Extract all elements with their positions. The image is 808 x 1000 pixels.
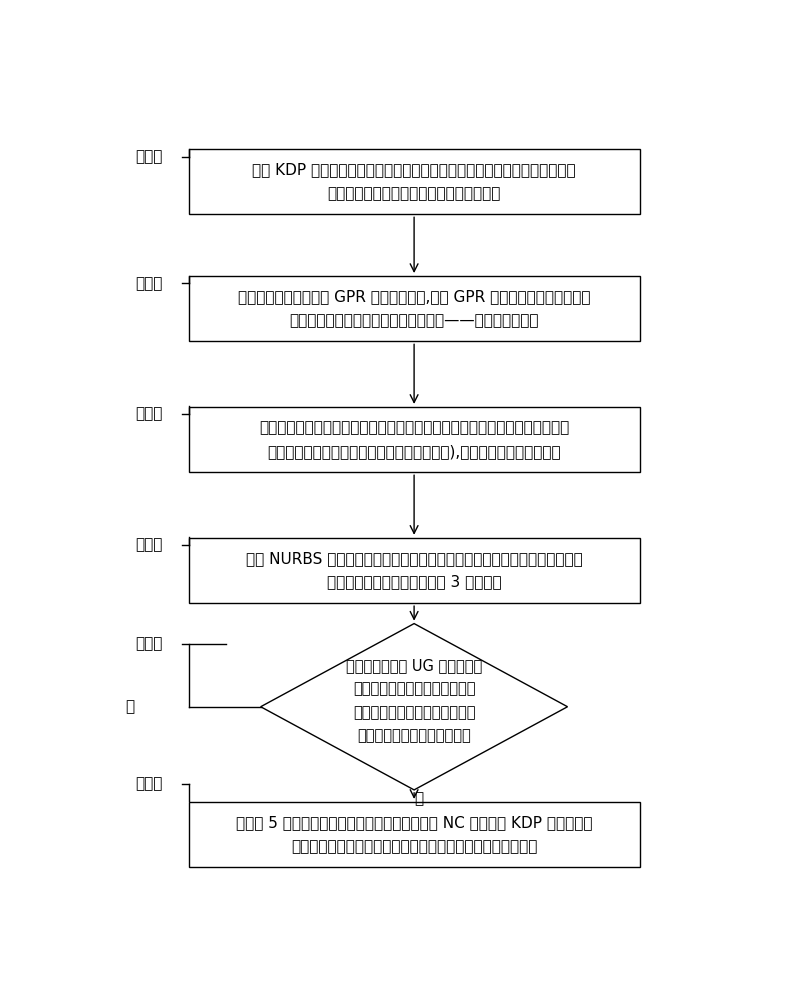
Text: 利用所建立的修复轮廓数学模型和选取的微铣刀尺寸，计算出与刀触控制点一
一对应的球头刀具中心位置（称为刀位控制点),以此构成刀位控制点点集: 利用所建立的修复轮廓数学模型和选取的微铣刀尺寸，计算出与刀触控制点一 一对应的球… <box>259 420 569 459</box>
Text: 应用 NURBS 建模技术将刀位控制点点集插补为一条空间曲线，该曲线的数学
模型为由唯一参数控制的多个 3 次方程组: 应用 NURBS 建模技术将刀位控制点点集插补为一条空间曲线，该曲线的数学 模型… <box>246 551 583 590</box>
Text: 步骤六: 步骤六 <box>136 776 163 791</box>
Text: 是: 是 <box>415 792 423 807</box>
Text: 步骤四: 步骤四 <box>136 538 163 553</box>
Text: 否: 否 <box>124 699 134 714</box>
Text: 将步骤 5 的加工过程仿真转换为通用的数控加工 NC 代码，在 KDP 晶体修复机
床上进行精密微铣削修复实验，实现高斯仿随机轨迹修复方法: 将步骤 5 的加工过程仿真转换为通用的数控加工 NC 代码，在 KDP 晶体修复… <box>236 815 592 854</box>
Text: 根据 KDP 晶体表面激光损伤程度与损伤点形貌特征设计合适型深与型宽的锥
型损伤修复轮廓，建立修复轮廓的数学模型: 根据 KDP 晶体表面激光损伤程度与损伤点形貌特征设计合适型深与型宽的锥 型损伤… <box>252 162 576 201</box>
FancyBboxPatch shape <box>189 149 640 214</box>
Text: 步骤五: 步骤五 <box>136 636 163 651</box>
Text: 步骤三: 步骤三 <box>136 407 163 422</box>
FancyBboxPatch shape <box>189 407 640 472</box>
FancyBboxPatch shape <box>189 538 640 603</box>
Text: 按照曲线模型在 UG 软件中建立
曲线，以此曲线为修复轨迹进行
加工过程仿真，若仿真结果满足
加工刀轨安全性和工艺性要求: 按照曲线模型在 UG 软件中建立 曲线，以此曲线为修复轨迹进行 加工过程仿真，若… <box>346 658 482 743</box>
Text: 步骤二: 步骤二 <box>136 276 163 291</box>
Text: 根据加工工艺要求确定 GPR 轨迹生成参数,利用 GPR 轨迹生成方法确定刀具铣
削修复轮廓时刀具与轮廓的离散接触点——刀触控制点点集: 根据加工工艺要求确定 GPR 轨迹生成参数,利用 GPR 轨迹生成方法确定刀具铣… <box>238 289 591 328</box>
Text: 步骤一: 步骤一 <box>136 149 163 164</box>
FancyBboxPatch shape <box>189 276 640 341</box>
FancyBboxPatch shape <box>189 802 640 867</box>
Polygon shape <box>261 624 567 790</box>
